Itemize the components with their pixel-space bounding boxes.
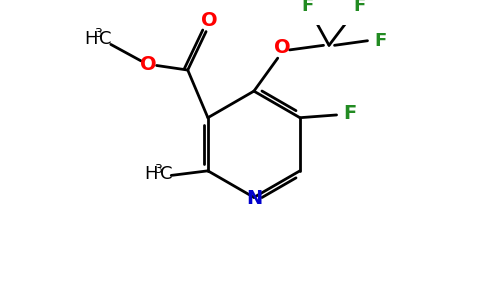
Text: 3: 3 — [154, 164, 162, 176]
Text: 3: 3 — [94, 27, 102, 40]
Text: F: F — [302, 0, 314, 15]
Text: O: O — [140, 55, 157, 74]
Text: H: H — [84, 30, 97, 48]
Text: N: N — [246, 189, 262, 208]
Text: F: F — [353, 0, 365, 15]
Text: C: C — [160, 166, 172, 184]
Text: H: H — [144, 166, 158, 184]
Text: F: F — [374, 32, 386, 50]
Text: F: F — [344, 103, 357, 123]
Text: O: O — [201, 11, 218, 30]
Text: C: C — [99, 30, 111, 48]
Text: O: O — [274, 38, 290, 57]
